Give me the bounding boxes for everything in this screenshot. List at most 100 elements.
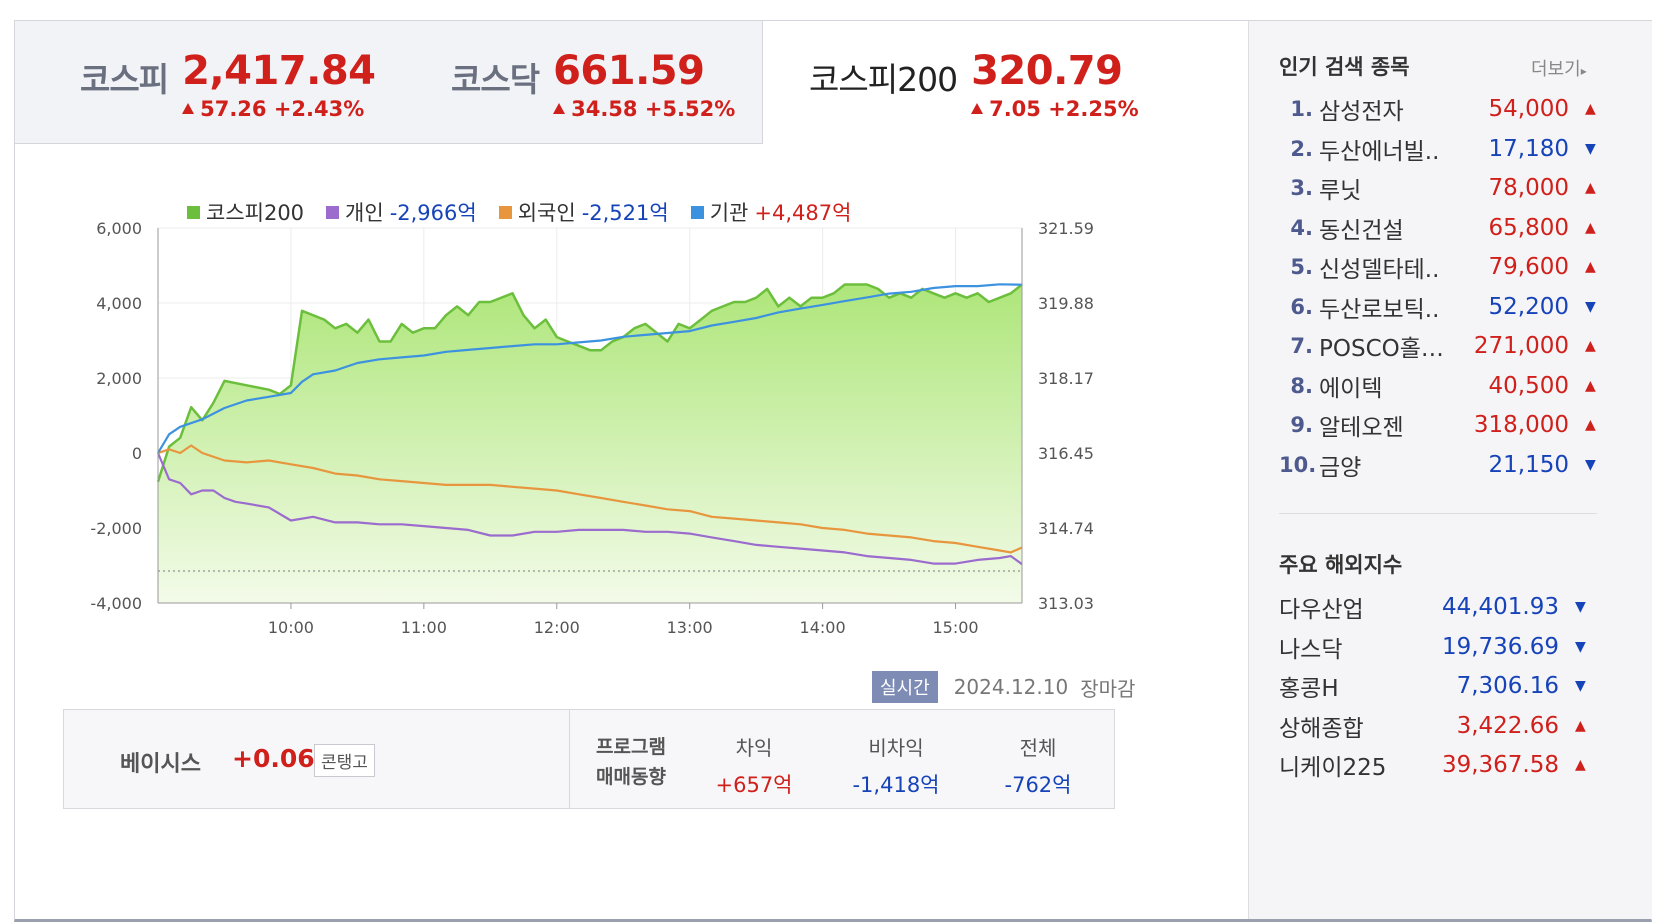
stock-name[interactable]: 신성델타테.. <box>1319 257 1440 283</box>
stock-name[interactable]: 알테오젠 <box>1319 415 1404 441</box>
down-arrow-icon: ▼ <box>1575 678 1586 694</box>
basis-program-box: 베이시스 +0.06 콘탱고 프로그램 매매동향 차익 +657억 비차익 -1… <box>63 709 1115 809</box>
overseas-name: 홍콩H <box>1279 676 1339 702</box>
market-status: 장마감 <box>1080 676 1136 701</box>
stock-price: 79,600 <box>1488 254 1569 280</box>
popular-stock-item[interactable]: 10. 금양 21,150 ▼ <box>1279 445 1599 485</box>
stock-name[interactable]: 두산로보틱.. <box>1319 296 1440 323</box>
index-tabs: 코스피 2,417.84 57.26 +2.43% 코스닥 661.59 34.… <box>15 21 1248 144</box>
x-tick-label: 11:00 <box>401 618 447 637</box>
down-arrow-icon: ▼ <box>1585 298 1596 315</box>
up-arrow-icon: ▲ <box>1575 757 1586 773</box>
y-left-tick-label: 6,000 <box>96 219 142 238</box>
up-arrow-icon: ▲ <box>1585 101 1596 117</box>
stock-rank: 7. <box>1290 334 1313 358</box>
stock-rank: 3. <box>1290 176 1313 200</box>
y-left-tick-label: 4,000 <box>96 294 142 313</box>
popular-stock-item[interactable]: 4. 동신건설 65,800 ▲ <box>1279 208 1599 248</box>
y-right-tick-label: 318.17 <box>1038 369 1094 388</box>
overseas-index-item[interactable]: 홍콩H 7,306.16 ▼ <box>1279 666 1599 706</box>
down-arrow-icon: ▼ <box>1585 456 1596 473</box>
tab-name: 코스피200 <box>809 60 958 99</box>
x-tick-label: 13:00 <box>667 618 713 637</box>
y-right-tick-label: 314.74 <box>1038 519 1094 538</box>
program-total: 전체 -762억 <box>968 732 1108 799</box>
stock-name[interactable]: 동신건설 <box>1319 217 1404 244</box>
stock-rank: 10. <box>1279 452 1317 477</box>
tab-kospi[interactable]: 코스피 2,417.84 57.26 +2.43% <box>15 21 390 144</box>
legend-value: -2,966억 <box>389 201 477 225</box>
legend-value: -2,521억 <box>581 201 669 225</box>
program-non-arbitrage: 비차익 -1,418억 <box>826 732 966 799</box>
series-line-foreign <box>157 444 1023 554</box>
overseas-index-item[interactable]: 나스닥 19,736.69 ▼ <box>1279 627 1599 667</box>
stock-name[interactable]: 삼성전자 <box>1319 99 1404 125</box>
popular-stock-item[interactable]: 7. POSCO홀… 271,000 ▲ <box>1279 326 1599 366</box>
legend-label: 개인 <box>345 201 384 225</box>
overseas-index-item[interactable]: 다우산업 44,401.93 ▼ <box>1279 587 1599 627</box>
up-arrow-icon: ▲ <box>1585 417 1596 433</box>
y-right-tick-label: 321.59 <box>1038 219 1094 238</box>
program-col-head: 차익 <box>735 736 773 760</box>
up-arrow-icon: ▲ <box>1585 259 1596 275</box>
up-arrow-icon: ▲ <box>1585 377 1596 394</box>
stock-rank: 4. <box>1290 215 1313 240</box>
up-arrow-icon <box>182 103 195 114</box>
overseas-title: 주요 해외지수 <box>1279 553 1403 577</box>
up-arrow-icon <box>553 103 566 114</box>
legend-swatch <box>187 205 200 219</box>
popular-stock-item[interactable]: 8. 에이텍 40,500 ▲ <box>1279 366 1599 406</box>
chevron-right-icon: ▸ <box>1580 64 1587 78</box>
contango-button[interactable]: 콘탱고 <box>314 744 375 777</box>
overseas-value: 7,306.16 <box>1456 673 1559 699</box>
stock-price: 78,000 <box>1488 175 1569 201</box>
stock-price: 52,200 <box>1488 293 1569 320</box>
stock-name[interactable]: 금양 <box>1319 454 1362 481</box>
basis-value: +0.06 <box>232 744 315 773</box>
up-arrow-icon: ▲ <box>1585 180 1596 196</box>
popular-stock-item[interactable]: 5. 신성델타테.. 79,600 ▲ <box>1279 247 1599 287</box>
series-line-individual <box>156 452 1023 566</box>
y-left-tick-label: -2,000 <box>90 519 142 538</box>
more-link[interactable]: 더보기▸ <box>1531 59 1587 80</box>
index-value: 320.79 <box>971 48 1123 94</box>
chart-series <box>156 283 1023 566</box>
x-tick-label: 14:00 <box>800 618 846 637</box>
realtime-badge[interactable]: 실시간 <box>872 671 938 703</box>
overseas-index-item[interactable]: 상해종합 3,422.66 ▲ <box>1279 706 1599 746</box>
legend-item-kospi200: 코스피200 <box>187 197 304 227</box>
legend-label: 코스피200 <box>206 201 305 225</box>
up-arrow-icon <box>971 103 984 114</box>
tab-name: 코스닥 <box>451 60 540 99</box>
popular-stock-item[interactable]: 2. 두산에너빌.. 17,180 ▼ <box>1279 129 1599 169</box>
legend-swatch <box>498 205 512 219</box>
popular-stock-item[interactable]: 6. 두산로보틱.. 52,200 ▼ <box>1279 287 1599 327</box>
index-panel: 코스피 2,417.84 57.26 +2.43% 코스닥 661.59 34.… <box>15 21 1248 919</box>
stock-price: 65,800 <box>1488 214 1569 241</box>
popular-stock-item[interactable]: 1. 삼성전자 54,000 ▲ <box>1279 89 1599 129</box>
popular-stock-item[interactable]: 9. 알테오젠 318,000 ▲ <box>1279 405 1599 445</box>
index-change: 34.58 +5.52% <box>553 97 735 121</box>
tab-kosdaq[interactable]: 코스닥 661.59 34.58 +5.52% <box>389 21 763 144</box>
stock-price: 271,000 <box>1473 333 1569 359</box>
legend-swatch <box>326 205 340 219</box>
stock-name[interactable]: 두산에너빌.. <box>1319 138 1440 165</box>
overseas-name: 나스닥 <box>1279 636 1343 663</box>
tab-kospi200[interactable]: 코스피200 320.79 7.05 +2.25% <box>763 21 1243 144</box>
x-tick-label: 12:00 <box>534 618 580 637</box>
stock-name[interactable]: POSCO홀… <box>1319 336 1444 362</box>
program-col-value: -762억 <box>1004 773 1072 797</box>
y-right-tick-label: 319.88 <box>1038 294 1094 313</box>
stock-name[interactable]: 루닛 <box>1319 178 1362 204</box>
stock-rank: 9. <box>1290 413 1313 437</box>
overseas-name: 다우산업 <box>1279 597 1364 623</box>
index-change: 7.05 +2.25% <box>971 97 1139 121</box>
chart-legend: 코스피200 개인 -2,966억 외국인 -2,521억 기관 +4,487억 <box>187 197 873 227</box>
overseas-value: 19,736.69 <box>1441 633 1559 660</box>
popular-stock-item[interactable]: 3. 루닛 78,000 ▲ <box>1279 168 1599 208</box>
stock-name[interactable]: 에이텍 <box>1319 375 1383 402</box>
overseas-name: 니케이225 <box>1279 755 1387 781</box>
up-arrow-icon: ▲ <box>1585 338 1596 354</box>
program-col-value: -1,418억 <box>852 773 940 797</box>
overseas-index-item[interactable]: 니케이225 39,367.58 ▲ <box>1279 745 1599 785</box>
